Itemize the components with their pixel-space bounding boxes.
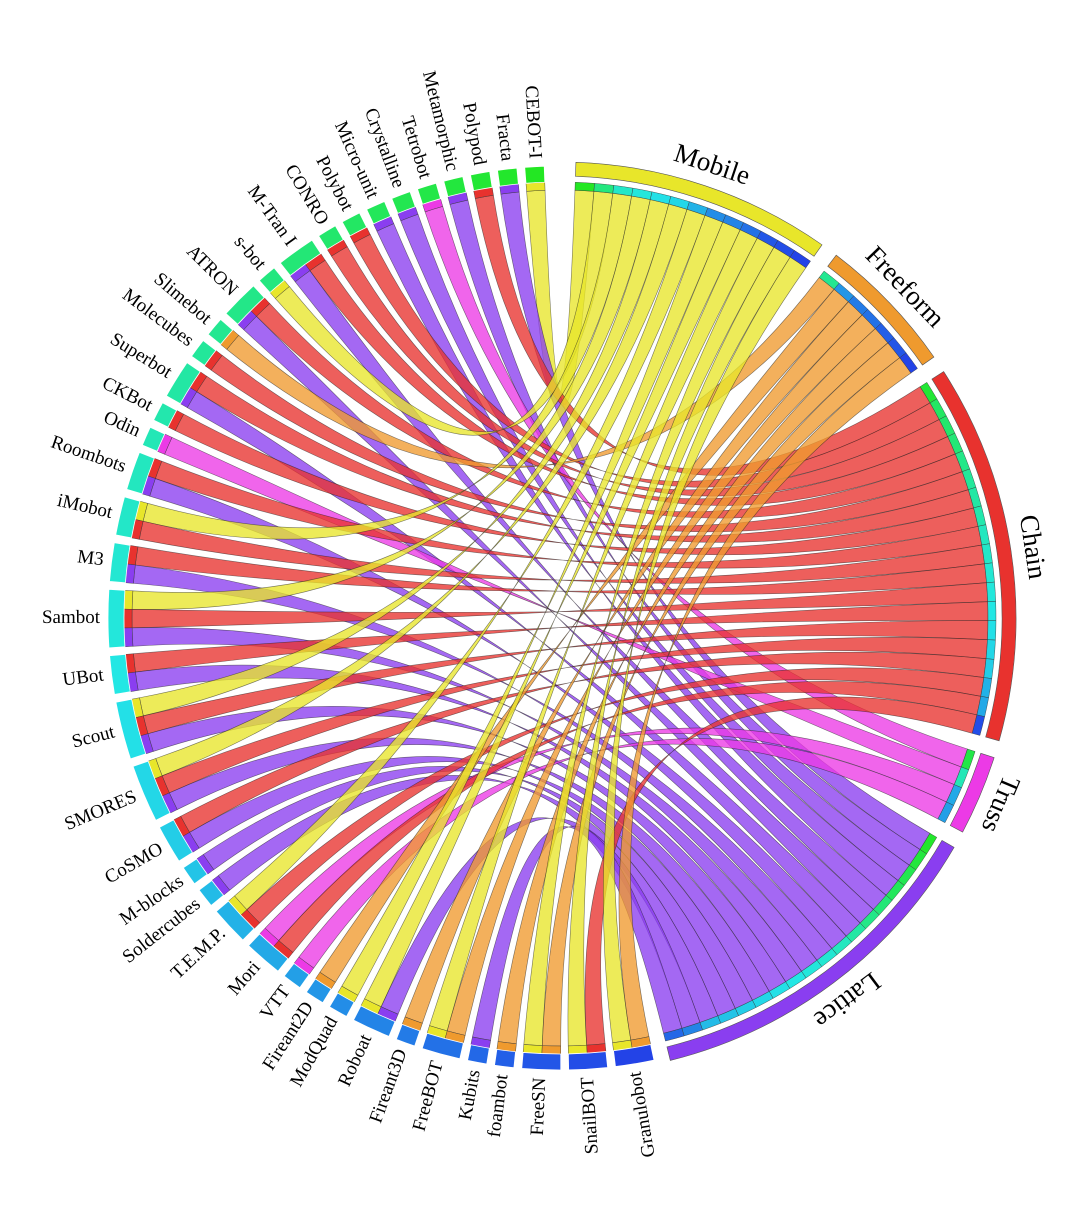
category-arc	[949, 752, 995, 833]
robot-label: iMobot	[55, 490, 115, 523]
arcs	[107, 161, 1017, 1071]
robot-arc	[283, 962, 310, 989]
robot-arc	[190, 339, 217, 367]
robot-arc	[126, 451, 155, 495]
robot-arc	[109, 542, 131, 584]
robot-label: M3	[76, 546, 105, 570]
robot-label: foambot	[484, 1072, 513, 1138]
robot-label: Roombots	[48, 432, 129, 477]
robot-arc	[115, 496, 141, 539]
robot-link-strip	[525, 182, 546, 192]
robot-link-strip	[123, 608, 133, 629]
robot-label: FreeSN	[527, 1077, 550, 1136]
category-link-strip	[937, 801, 954, 823]
category-link-strip	[574, 182, 595, 192]
robot-arc	[328, 992, 355, 1017]
robot-arc	[153, 402, 178, 428]
category-link-strip	[663, 1028, 685, 1042]
robot-label: UBot	[61, 665, 105, 691]
robot-arc	[107, 588, 126, 649]
category-link-strip	[986, 581, 996, 602]
robot-label: s-bot	[230, 232, 271, 275]
robot-label: Polypod	[458, 101, 490, 168]
chords	[131, 189, 989, 1047]
robot-label: CoSMO	[101, 838, 166, 888]
robot-arc	[182, 858, 208, 885]
robot-label: Granulobot	[625, 1069, 660, 1159]
robot-label: FreeBOT	[409, 1058, 448, 1133]
robot-label: SnailBOT	[577, 1076, 603, 1155]
robot-arc	[567, 1051, 609, 1071]
robot-arc	[416, 182, 442, 205]
robot-arc	[158, 819, 194, 862]
robot-label: Superbot	[106, 329, 176, 383]
category-label: Chain	[1014, 513, 1053, 582]
robot-arc	[469, 171, 493, 192]
category-arc	[827, 254, 935, 366]
robot-arc	[279, 239, 322, 277]
robot-link-strip	[541, 1045, 561, 1055]
robot-arc	[391, 191, 416, 214]
robot-arc	[258, 267, 285, 294]
robot-label: Odin	[100, 407, 144, 442]
robot-label: Roboat	[334, 1030, 376, 1089]
robot-arc	[141, 426, 166, 452]
category-arc	[575, 161, 823, 257]
robot-arc	[305, 978, 332, 1004]
category-link-strip	[987, 620, 997, 641]
robot-arc	[115, 698, 147, 760]
robot-arc	[494, 1048, 516, 1069]
robot-label: Mori	[224, 957, 265, 999]
robot-arc	[366, 200, 392, 225]
robot-link-strip	[522, 1044, 543, 1054]
robot-link-strip	[123, 590, 134, 610]
robot-link-strip	[123, 627, 134, 648]
robot-arc	[521, 1052, 562, 1071]
category-link-strip	[985, 639, 996, 660]
robot-label: CEBOT-I	[521, 85, 546, 159]
robot-link-strip	[567, 1044, 588, 1055]
robot-arc	[395, 1023, 421, 1047]
robot-label: SMORES	[62, 786, 140, 835]
robot-arc	[215, 900, 255, 941]
robot-label: Fracta	[491, 113, 517, 163]
robot-label: Scout	[70, 721, 118, 752]
robot-arc	[132, 760, 171, 821]
robot-label: Fireant3D	[365, 1046, 411, 1126]
robot-arc	[207, 318, 234, 345]
category-link-strip	[593, 183, 615, 194]
robot-arc	[352, 1005, 396, 1037]
robot-arc	[421, 1032, 464, 1060]
robot-arc	[613, 1043, 655, 1068]
robot-arc	[165, 362, 201, 405]
robot-label: Kubits	[455, 1068, 485, 1122]
category-link-strip	[899, 352, 918, 374]
category-link-strip	[971, 714, 985, 736]
category-arc	[931, 371, 1017, 742]
robot-arc	[497, 167, 519, 187]
category-link-strip	[789, 250, 811, 269]
robot-arc	[247, 933, 289, 972]
robot-arc	[467, 1044, 490, 1065]
robot-arc	[198, 879, 225, 907]
category-arc	[666, 839, 955, 1061]
robot-arc	[225, 285, 265, 325]
robot-label: Sambot	[42, 607, 101, 628]
robot-arc	[109, 653, 131, 695]
robot-arc	[443, 176, 467, 198]
category-link-strip	[987, 601, 997, 621]
robot-arc	[524, 165, 546, 184]
robot-arc	[318, 225, 344, 250]
robot-arc	[341, 212, 368, 237]
